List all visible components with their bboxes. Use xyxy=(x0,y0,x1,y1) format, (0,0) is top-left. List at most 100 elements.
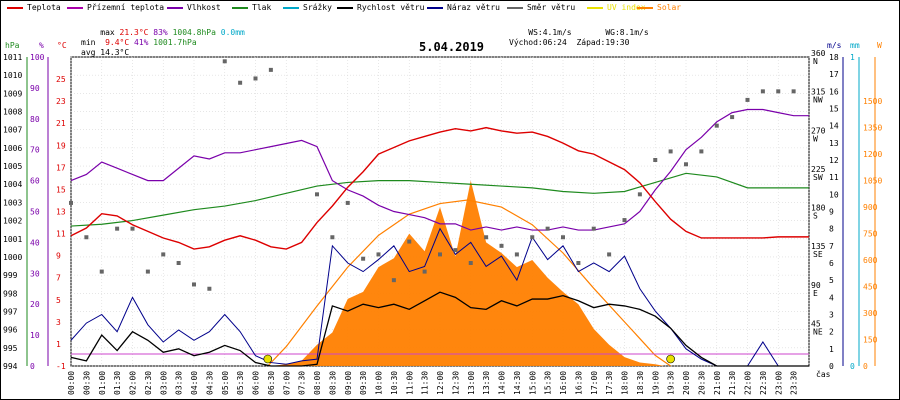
tick-x: 20:30 xyxy=(697,371,706,395)
legend-swatch xyxy=(637,6,653,9)
wind-direction-point xyxy=(607,252,612,257)
sunrise-text: Východ:06:24 xyxy=(509,38,567,47)
wind-direction-point xyxy=(315,192,319,197)
tick-ms: 17 xyxy=(829,70,839,79)
tick-dir-value: 270 xyxy=(811,126,826,135)
wind-direction-point xyxy=(222,59,227,64)
tick-dir-value: 135 xyxy=(811,242,826,251)
legend-label: UV index xyxy=(607,3,646,12)
tick-x: 13:30 xyxy=(482,371,491,395)
legend-item: Srážky xyxy=(283,3,332,12)
stats-min-press: 1001.7hPa xyxy=(153,38,197,47)
tick-ms: 14 xyxy=(829,122,839,131)
solar-area xyxy=(71,180,809,366)
legend-swatch xyxy=(7,6,23,9)
tick-pct: 30 xyxy=(30,269,40,278)
tick-degc: -1 xyxy=(56,362,66,371)
tick-x: 13:00 xyxy=(467,371,476,395)
tick-x: 20:00 xyxy=(682,371,691,395)
tick-dir-value: 315 xyxy=(811,88,826,97)
tick-w: 450 xyxy=(863,283,878,292)
axis-title-degc: °C xyxy=(57,41,67,50)
tick-degc: 17 xyxy=(56,163,66,172)
wind-direction-point xyxy=(699,149,704,154)
tick-x: 14:30 xyxy=(513,371,522,395)
tick-hpa: 1011 xyxy=(3,53,22,62)
legend-label: Teplota xyxy=(27,3,61,12)
gust-line xyxy=(70,227,809,367)
stats-min-label: min xyxy=(81,38,96,47)
tick-degc: 1 xyxy=(56,340,61,349)
wind-direction-point xyxy=(376,252,381,257)
wind-direction-point xyxy=(530,235,535,240)
tick-x: 17:30 xyxy=(605,371,614,395)
stats-min-temp: 9.4°C xyxy=(105,38,130,47)
wind-direction-point xyxy=(361,256,366,261)
wind-direction-point xyxy=(545,226,550,231)
tick-x: 03:00 xyxy=(159,371,168,395)
tick-hpa: 1005 xyxy=(3,162,22,171)
tick-hpa: 1007 xyxy=(3,126,22,135)
wind-direction-point xyxy=(714,123,719,128)
wind-direction-point xyxy=(637,192,642,197)
temperature-line xyxy=(70,126,809,250)
tick-dir-label: S xyxy=(813,212,818,221)
tick-x: 18:00 xyxy=(621,371,630,395)
wind-direction-point xyxy=(422,269,427,274)
tick-ms: 6 xyxy=(829,259,834,268)
wind-direction-point xyxy=(115,226,120,231)
tick-x: 22:00 xyxy=(744,371,753,395)
solar-theoretical-line xyxy=(267,199,671,367)
wind-direction-point xyxy=(576,261,581,265)
legend-label: Vlhkost xyxy=(187,3,221,12)
tick-dir-label: SW xyxy=(813,173,823,182)
tick-w: 1500 xyxy=(863,97,882,106)
tick-w: 1350 xyxy=(863,124,882,133)
tick-x: 02:30 xyxy=(144,371,153,395)
legend-item: Tlak xyxy=(232,3,271,12)
tick-hpa: 1009 xyxy=(3,89,22,98)
tick-hpa: 1004 xyxy=(3,180,22,189)
tick-dir-label: N xyxy=(813,57,818,66)
tick-x: 01:00 xyxy=(98,371,107,395)
wind-direction-point xyxy=(684,162,688,167)
tick-degc: 15 xyxy=(56,185,66,194)
tick-x: 05:00 xyxy=(221,371,230,395)
wind-direction-point xyxy=(453,248,458,253)
chart-date: 5.04.2019 xyxy=(419,40,485,54)
tick-x: 06:00 xyxy=(252,371,261,395)
legend-label: Srážky xyxy=(303,3,332,12)
tick-ms: 4 xyxy=(829,293,834,302)
wind-direction-point xyxy=(438,252,442,257)
wind-direction-point xyxy=(69,200,73,205)
tick-hpa: 998 xyxy=(3,289,18,298)
legend-item: Teplota xyxy=(7,3,61,12)
tick-degc: 19 xyxy=(56,141,66,150)
tick-dir-label: SE xyxy=(813,250,823,259)
tick-x: 23:30 xyxy=(790,371,799,395)
stats-avg-temp: 14.3°C xyxy=(100,48,130,57)
tick-ms: 11 xyxy=(829,173,839,182)
tick-hpa: 996 xyxy=(3,326,18,335)
tick-x: 22:30 xyxy=(759,371,768,395)
tick-hpa: 994 xyxy=(3,362,18,371)
tick-hpa: 1010 xyxy=(3,71,22,80)
tick-x: 01:30 xyxy=(113,371,122,395)
tick-ms: 7 xyxy=(829,242,834,251)
tick-dir-value: 45 xyxy=(811,319,821,328)
tick-x: 08:00 xyxy=(313,371,322,395)
stats-max-hum: 83% xyxy=(153,28,168,37)
tick-degc: 3 xyxy=(56,318,61,327)
tick-ms: 15 xyxy=(829,105,839,114)
tick-x: 15:00 xyxy=(528,371,537,395)
wind-direction-point xyxy=(207,286,212,291)
sunset-text: Západ:19:30 xyxy=(576,38,630,47)
wind-direction-point xyxy=(192,282,196,287)
tick-w: 1050 xyxy=(863,177,882,186)
tick-x: 06:30 xyxy=(267,371,276,395)
tick-mm: 1 xyxy=(850,53,855,62)
tick-ms: 9 xyxy=(829,208,834,217)
tick-dir-label: W xyxy=(813,134,818,143)
stats-max-press: 1004.8hPa xyxy=(172,28,216,37)
